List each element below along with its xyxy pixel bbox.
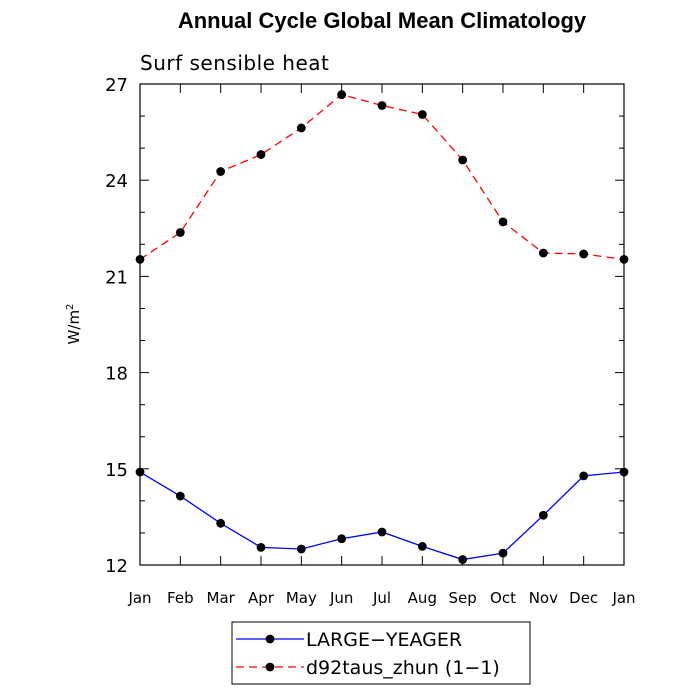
legend-marker-2 [265,662,275,672]
x-tick-label: Jul [372,589,391,607]
y-tick-label: 27 [105,75,128,96]
series-2-point [296,123,306,133]
legend-label-2: d92taus_zhun (1−1) [306,657,500,679]
chart-subtitle: Surf sensible heat [140,51,329,75]
series-layer [135,90,629,564]
series-1-point [296,544,306,554]
series-1-point [216,518,226,528]
x-tick-label: Oct [490,589,516,607]
series-1-point [135,467,145,477]
legend-label-1: LARGE−YEAGER [306,629,462,651]
series-1-point [458,555,468,564]
series-2-point [256,150,266,159]
legend: LARGE−YEAGER d92taus_zhun (1−1) [231,621,531,685]
plot-frame [139,83,625,566]
series-2-point [337,90,347,99]
x-tick-label: Dec [569,589,598,607]
series-line-1 [139,471,625,561]
series-1-point [175,491,185,501]
series-2-point [579,249,589,259]
series-1-point [498,548,508,558]
x-tick-label: May [286,589,317,607]
legend-marker-1 [265,634,275,644]
x-tick-label: Jan [611,589,635,607]
x-tick-label: Jun [329,589,353,607]
y-tick-label: 15 [105,460,128,481]
series-line-2 [139,93,625,261]
series-2-point [498,217,508,227]
chart-title: Annual Cycle Global Mean Climatology [177,8,587,33]
legend-box [231,621,531,685]
series-2-point [538,248,548,258]
x-tick-label: Sep [449,589,477,607]
series-2-point [458,155,468,165]
x-tick-label: Nov [529,589,558,607]
y-tick-label: 12 [105,556,128,577]
x-tick-label: Jan [127,589,151,607]
y-tick-label: 18 [105,364,128,385]
axes: 12 15 18 21 24 27 Jan Feb Mar Apr May Jun Jul Aug Sep O… [65,51,636,607]
series-1-point [256,542,266,552]
series-2-point [175,228,185,237]
x-tick-label: Aug [408,589,437,607]
series-2-point [619,255,629,264]
series-2-point [216,167,226,176]
series-2-point [135,255,145,264]
y-axis-label: W/m2 [65,304,83,345]
series-1-point [417,542,427,551]
series-2-point [417,110,427,119]
series-2-point [377,101,387,110]
y-tick-label: 24 [105,171,128,192]
x-tick-label: Feb [167,589,194,607]
y-tick-label: 21 [105,267,128,288]
series-1-point [619,467,629,477]
series-1-point [377,527,387,537]
series-1-point [337,534,347,544]
series-1-point [579,471,589,481]
x-tick-label: Apr [248,589,275,607]
series-1-point [538,510,548,520]
x-tick-label: Mar [207,589,236,607]
